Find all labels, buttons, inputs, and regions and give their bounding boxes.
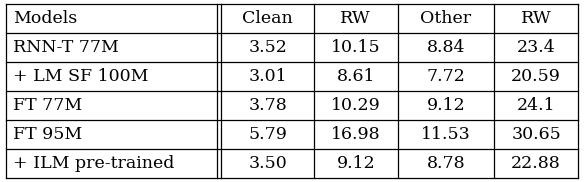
Text: FT 77M: FT 77M: [13, 97, 82, 114]
Text: 9.12: 9.12: [336, 155, 375, 172]
Text: 8.78: 8.78: [427, 155, 465, 172]
Text: 8.61: 8.61: [336, 68, 375, 85]
Text: RNN-T 77M: RNN-T 77M: [13, 39, 119, 56]
Text: 3.52: 3.52: [248, 39, 287, 56]
Text: RW: RW: [521, 10, 551, 27]
Text: 3.78: 3.78: [248, 97, 287, 114]
Text: 16.98: 16.98: [331, 126, 381, 143]
Text: 11.53: 11.53: [421, 126, 471, 143]
Text: 8.84: 8.84: [427, 39, 465, 56]
Text: 22.88: 22.88: [512, 155, 561, 172]
Text: 23.4: 23.4: [517, 39, 555, 56]
Text: 9.12: 9.12: [426, 97, 465, 114]
Text: Clean: Clean: [242, 10, 293, 27]
Text: Other: Other: [420, 10, 471, 27]
Text: FT 95M: FT 95M: [13, 126, 82, 143]
Text: 3.50: 3.50: [248, 155, 287, 172]
Text: + LM SF 100M: + LM SF 100M: [13, 68, 148, 85]
Text: 3.01: 3.01: [248, 68, 287, 85]
Text: Models: Models: [13, 10, 77, 27]
Text: RW: RW: [340, 10, 371, 27]
Text: 10.29: 10.29: [331, 97, 381, 114]
Text: 5.79: 5.79: [248, 126, 287, 143]
Text: + ILM pre-trained: + ILM pre-trained: [13, 155, 174, 172]
Text: 24.1: 24.1: [517, 97, 555, 114]
Text: 10.15: 10.15: [331, 39, 381, 56]
Text: 30.65: 30.65: [512, 126, 561, 143]
Text: 7.72: 7.72: [426, 68, 465, 85]
Text: 20.59: 20.59: [511, 68, 561, 85]
